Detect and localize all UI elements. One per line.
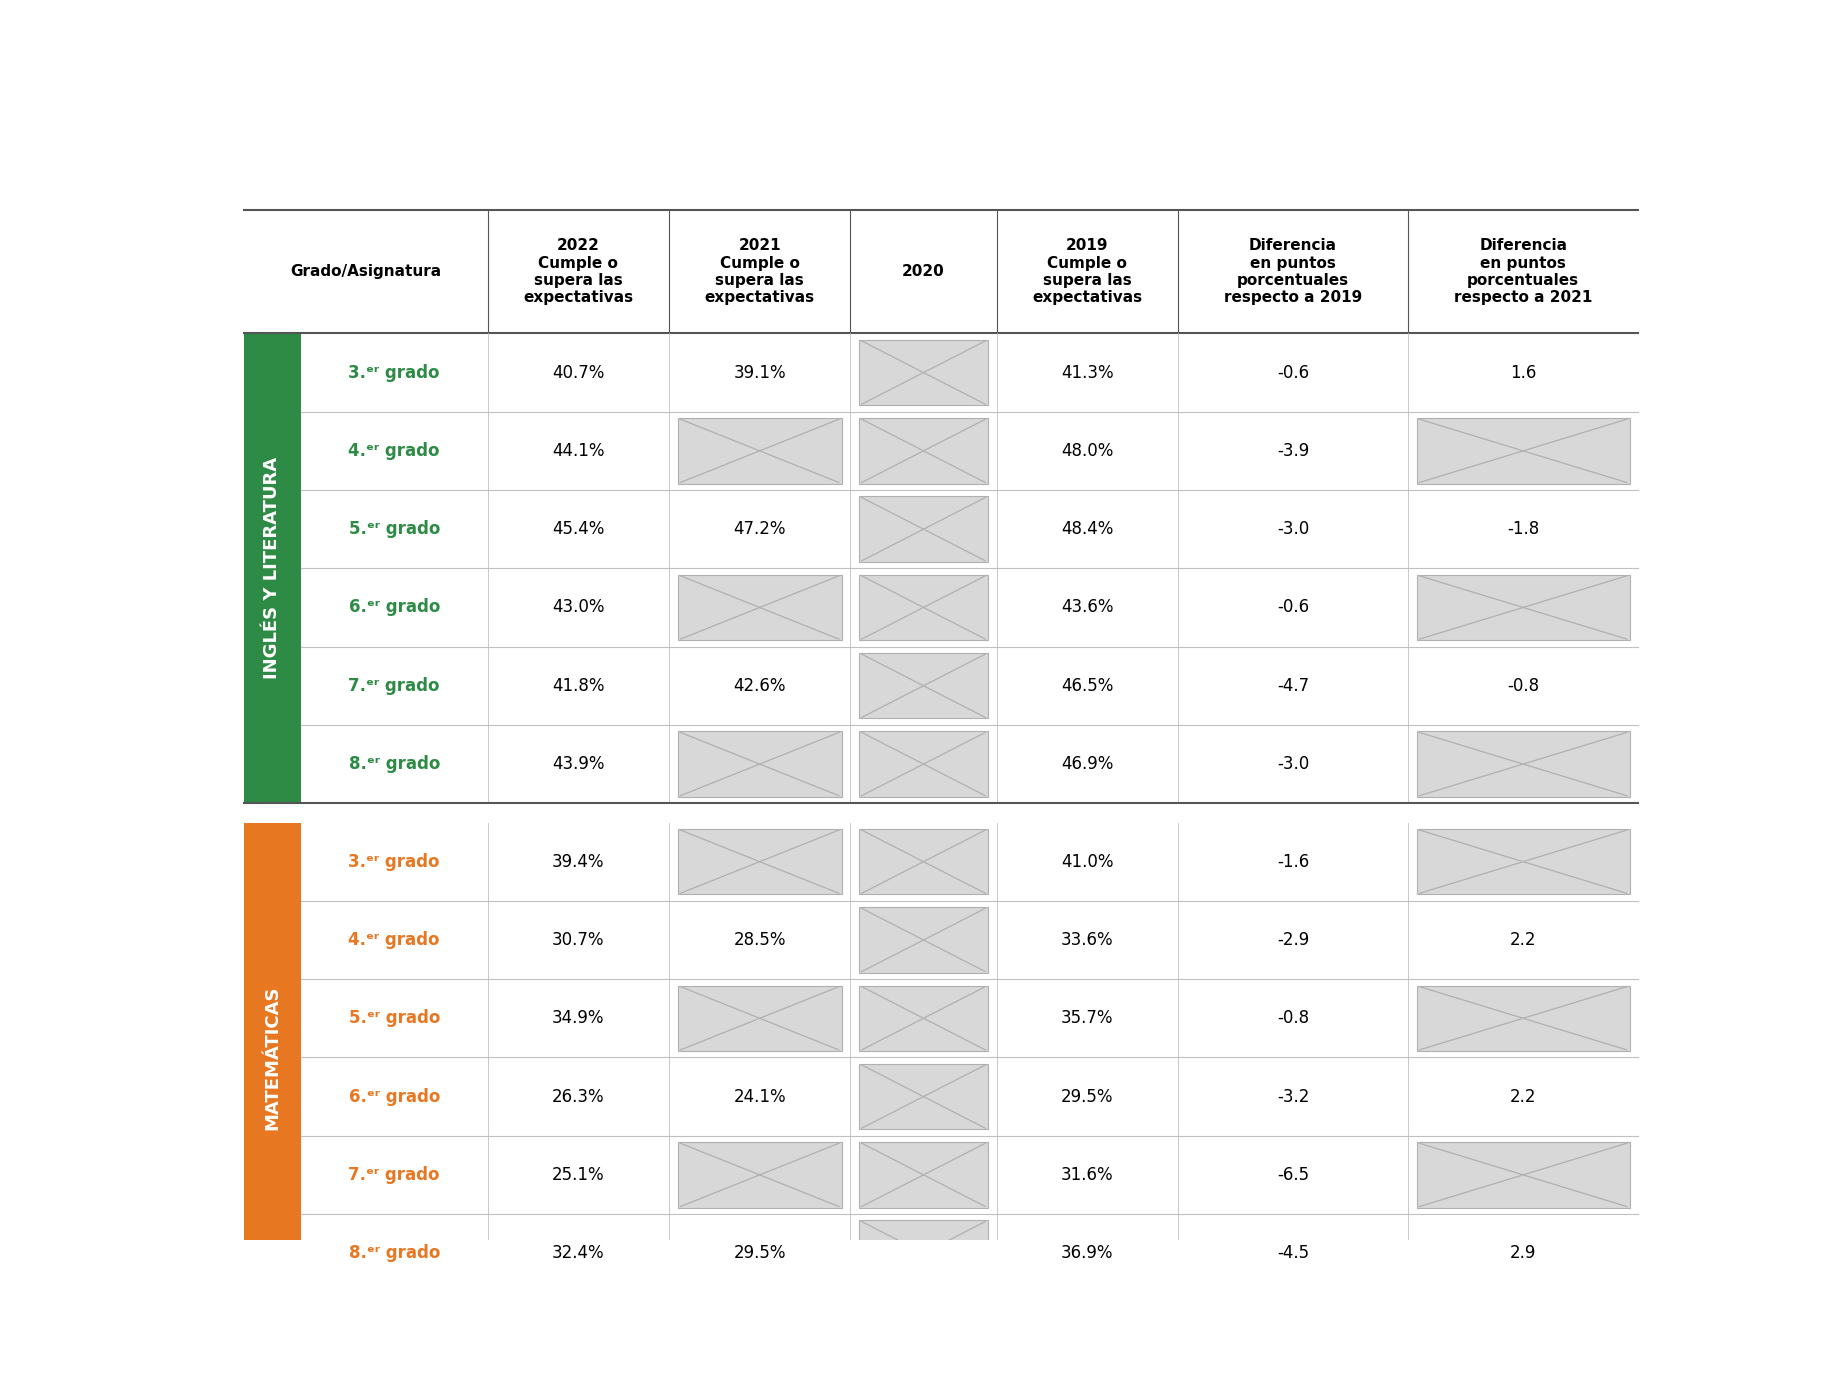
Bar xyxy=(244,822,301,1293)
Text: 46.5%: 46.5% xyxy=(1061,677,1114,695)
Text: 43.0%: 43.0% xyxy=(553,599,604,617)
Text: 1.6: 1.6 xyxy=(1509,364,1537,382)
Text: 28.5%: 28.5% xyxy=(733,931,786,949)
Text: -1.8: -1.8 xyxy=(1507,520,1539,538)
Text: 5.ᵉʳ grado: 5.ᵉʳ grado xyxy=(349,1010,441,1027)
Bar xyxy=(859,907,988,972)
Text: 8.ᵉʳ grado: 8.ᵉʳ grado xyxy=(349,755,441,773)
Text: 43.6%: 43.6% xyxy=(1061,599,1114,617)
Text: 48.4%: 48.4% xyxy=(1061,520,1114,538)
Text: 41.0%: 41.0% xyxy=(1061,853,1114,871)
Bar xyxy=(859,575,988,641)
Text: 2.2: 2.2 xyxy=(1509,1088,1537,1106)
Text: MATEMÁTICAS: MATEMÁTICAS xyxy=(263,985,281,1130)
Text: 4.ᵉʳ grado: 4.ᵉʳ grado xyxy=(349,442,441,460)
Bar xyxy=(859,1220,988,1286)
Bar xyxy=(859,496,988,561)
Text: 7.ᵉʳ grado: 7.ᵉʳ grado xyxy=(349,1166,441,1184)
Text: 44.1%: 44.1% xyxy=(553,442,604,460)
Bar xyxy=(1417,986,1630,1050)
Bar xyxy=(859,340,988,405)
Text: 32.4%: 32.4% xyxy=(553,1244,604,1262)
Bar xyxy=(1417,829,1630,894)
Text: 48.0%: 48.0% xyxy=(1061,442,1114,460)
Text: -3.9: -3.9 xyxy=(1276,442,1309,460)
Text: 2.9: 2.9 xyxy=(1509,1244,1537,1262)
Text: -3.0: -3.0 xyxy=(1276,520,1309,538)
Bar xyxy=(859,653,988,719)
Bar xyxy=(244,333,301,804)
Bar xyxy=(1417,575,1630,641)
Bar xyxy=(677,986,841,1050)
Text: 35.7%: 35.7% xyxy=(1061,1010,1114,1027)
Text: 2.2: 2.2 xyxy=(1509,931,1537,949)
Text: -0.8: -0.8 xyxy=(1507,677,1539,695)
Bar xyxy=(1417,418,1630,483)
Text: 5.ᵉʳ grado: 5.ᵉʳ grado xyxy=(349,520,441,538)
Text: 43.9%: 43.9% xyxy=(553,755,604,773)
Text: 30.7%: 30.7% xyxy=(553,931,604,949)
Text: 7.ᵉʳ grado: 7.ᵉʳ grado xyxy=(349,677,441,695)
Text: 29.5%: 29.5% xyxy=(733,1244,786,1262)
Text: -0.6: -0.6 xyxy=(1278,599,1309,617)
Text: Diferencia
en puntos
porcentuales
respecto a 2021: Diferencia en puntos porcentuales respec… xyxy=(1454,238,1592,305)
Text: 24.1%: 24.1% xyxy=(733,1088,786,1106)
Bar xyxy=(859,829,988,894)
Bar xyxy=(859,731,988,797)
Text: 36.9%: 36.9% xyxy=(1061,1244,1114,1262)
Text: 2022
Cumple o
supera las
expectativas: 2022 Cumple o supera las expectativas xyxy=(523,238,633,305)
Text: 25.1%: 25.1% xyxy=(553,1166,604,1184)
Bar xyxy=(1417,731,1630,797)
Text: -0.6: -0.6 xyxy=(1278,364,1309,382)
Text: 40.7%: 40.7% xyxy=(553,364,604,382)
Text: 6.ᵉʳ grado: 6.ᵉʳ grado xyxy=(349,1088,441,1106)
Text: -3.2: -3.2 xyxy=(1276,1088,1309,1106)
Bar xyxy=(677,418,841,483)
Text: 41.8%: 41.8% xyxy=(553,677,604,695)
Text: 47.2%: 47.2% xyxy=(733,520,786,538)
Text: 41.3%: 41.3% xyxy=(1061,364,1114,382)
Text: 42.6%: 42.6% xyxy=(733,677,786,695)
Text: 2019
Cumple o
supera las
expectativas: 2019 Cumple o supera las expectativas xyxy=(1032,238,1142,305)
Text: -4.5: -4.5 xyxy=(1278,1244,1309,1262)
Text: 3.ᵉʳ grado: 3.ᵉʳ grado xyxy=(349,853,441,871)
Text: 2020: 2020 xyxy=(901,265,946,279)
Text: Grado/Asignatura: Grado/Asignatura xyxy=(290,265,441,279)
Text: Diferencia
en puntos
porcentuales
respecto a 2019: Diferencia en puntos porcentuales respec… xyxy=(1225,238,1362,305)
Bar xyxy=(677,575,841,641)
Bar xyxy=(859,418,988,483)
Text: 45.4%: 45.4% xyxy=(553,520,604,538)
Bar xyxy=(1417,1142,1630,1208)
Text: -2.9: -2.9 xyxy=(1276,931,1309,949)
Bar xyxy=(859,986,988,1050)
Text: -0.8: -0.8 xyxy=(1278,1010,1309,1027)
Text: 46.9%: 46.9% xyxy=(1061,755,1114,773)
Bar xyxy=(677,731,841,797)
Text: -1.6: -1.6 xyxy=(1276,853,1309,871)
Bar xyxy=(859,1064,988,1130)
Bar xyxy=(677,829,841,894)
Text: 3.ᵉʳ grado: 3.ᵉʳ grado xyxy=(349,364,441,382)
Text: 29.5%: 29.5% xyxy=(1061,1088,1114,1106)
Text: -4.7: -4.7 xyxy=(1278,677,1309,695)
Text: 4.ᵉʳ grado: 4.ᵉʳ grado xyxy=(349,931,441,949)
Text: INGLÉS Y LITERATURA: INGLÉS Y LITERATURA xyxy=(263,457,281,680)
Text: 2021
Cumple o
supera las
expectativas: 2021 Cumple o supera las expectativas xyxy=(705,238,815,305)
Text: 26.3%: 26.3% xyxy=(553,1088,604,1106)
Text: 34.9%: 34.9% xyxy=(553,1010,604,1027)
Bar xyxy=(677,1142,841,1208)
Text: 8.ᵉʳ grado: 8.ᵉʳ grado xyxy=(349,1244,441,1262)
Text: -6.5: -6.5 xyxy=(1278,1166,1309,1184)
Text: -3.0: -3.0 xyxy=(1276,755,1309,773)
Text: 33.6%: 33.6% xyxy=(1061,931,1114,949)
Bar xyxy=(859,1142,988,1208)
Text: 6.ᵉʳ grado: 6.ᵉʳ grado xyxy=(349,599,441,617)
Text: 39.4%: 39.4% xyxy=(553,853,604,871)
Text: 39.1%: 39.1% xyxy=(733,364,786,382)
Text: 31.6%: 31.6% xyxy=(1061,1166,1114,1184)
